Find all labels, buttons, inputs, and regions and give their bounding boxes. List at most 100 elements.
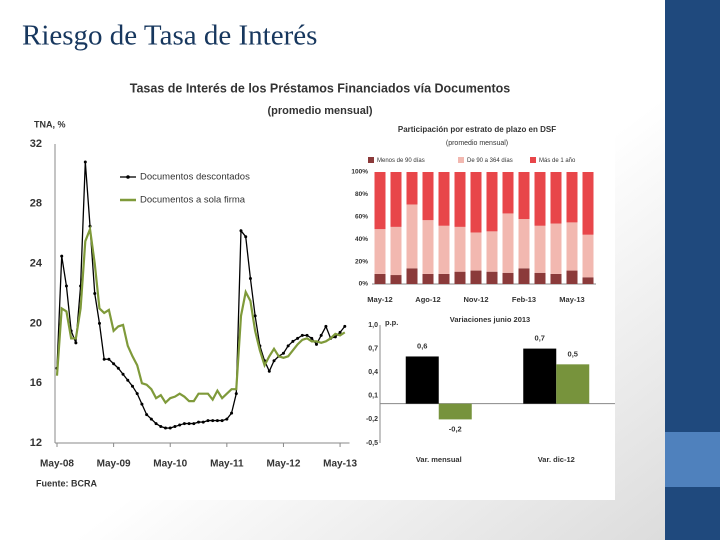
legend-swatch — [458, 157, 464, 163]
bar-segment — [518, 268, 530, 284]
marker — [300, 333, 304, 337]
x-tick-label: May-10 — [153, 459, 187, 470]
bar-segment — [534, 272, 546, 284]
x-tick-label: May-13 — [559, 295, 584, 304]
marker — [234, 392, 238, 396]
bar-segment — [518, 219, 530, 269]
marker — [130, 384, 134, 388]
value-label: 0,7 — [535, 334, 545, 343]
marker — [305, 333, 309, 337]
value-label: 0,5 — [568, 349, 578, 358]
bar-segment — [406, 268, 418, 284]
marker — [239, 229, 243, 233]
marker — [116, 366, 120, 370]
bar-segment — [438, 225, 450, 274]
marker — [102, 357, 106, 361]
bar-segment — [454, 271, 466, 284]
bar-segment — [470, 232, 482, 271]
inset-subtitle: (promedio mensual) — [446, 140, 508, 147]
bar-segment — [486, 172, 498, 232]
value-label: -0,2 — [449, 424, 462, 433]
y-tick-label: 16 — [30, 377, 42, 389]
bar-segment — [374, 172, 386, 230]
bar-segment — [406, 204, 418, 269]
marker — [272, 359, 276, 363]
bar — [523, 348, 557, 404]
marker — [187, 422, 191, 426]
marker — [145, 413, 149, 417]
marker — [244, 235, 248, 239]
marker — [107, 357, 111, 361]
marker — [267, 369, 271, 373]
marker — [178, 423, 182, 427]
marker — [154, 422, 158, 426]
bar-segment — [502, 172, 514, 214]
bar-segment — [534, 225, 546, 273]
y-tick-label: 60% — [355, 214, 368, 221]
y-tick-label: 20 — [30, 317, 42, 329]
legend-label: Más de 1 año — [539, 158, 576, 164]
marker — [201, 420, 205, 424]
legend-label: Documentos descontados — [140, 172, 250, 183]
y-axis-label: TNA, % — [34, 119, 66, 129]
slide-title: Riesgo de Tasa de Interés — [22, 20, 317, 52]
source: Fuente: BCRA — [36, 478, 97, 488]
marker — [338, 330, 342, 334]
marker — [286, 344, 290, 348]
bar-segment — [422, 273, 434, 284]
x-tick-label: Var. mensual — [416, 455, 462, 464]
bar-segment — [406, 172, 418, 205]
marker — [230, 411, 234, 415]
bar-segment — [390, 275, 402, 284]
bar-segment — [454, 226, 466, 272]
bar — [405, 356, 439, 404]
y-tick-label: 24 — [30, 258, 43, 270]
x-tick-label: May-11 — [210, 459, 244, 470]
marker — [343, 324, 347, 328]
bar-segment — [470, 172, 482, 233]
y-tick-label: -0,5 — [366, 440, 378, 447]
y-tick-label: 100% — [351, 169, 368, 176]
x-tick-label: May-08 — [40, 459, 74, 470]
x-tick-label: May-13 — [323, 459, 357, 470]
marker — [112, 362, 116, 366]
bar-segment — [534, 172, 546, 226]
legend-label: De 90 a 364 días — [467, 158, 513, 164]
bar — [438, 403, 472, 420]
bar-segment — [582, 172, 594, 235]
y-tick-label: 12 — [30, 437, 42, 449]
bar-segment — [422, 172, 434, 221]
marker — [206, 419, 210, 423]
bar-segment — [390, 226, 402, 276]
value-label: 0,6 — [417, 341, 427, 350]
marker — [159, 425, 163, 429]
marker — [140, 402, 144, 406]
marker — [149, 417, 153, 421]
bar — [556, 364, 590, 404]
marker — [192, 422, 196, 426]
chart-panel — [20, 72, 615, 500]
marker — [164, 426, 168, 430]
bar-segment — [582, 277, 594, 284]
marker — [93, 292, 97, 295]
marker — [211, 419, 215, 423]
bar-segment — [550, 172, 562, 224]
side-accent — [665, 432, 720, 487]
bar-segment — [566, 222, 578, 271]
bar-segment — [470, 270, 482, 284]
chart-subtitle: (promedio mensual) — [267, 105, 372, 117]
x-tick-label: Ago-12 — [415, 295, 440, 304]
marker — [168, 426, 172, 430]
bar-segment — [582, 234, 594, 278]
legend-label: Menos de 90 días — [377, 158, 425, 164]
legend-marker — [126, 175, 130, 179]
x-tick-label: May-09 — [97, 459, 131, 470]
legend-swatch — [368, 157, 374, 163]
marker — [225, 417, 229, 421]
marker — [281, 351, 285, 355]
y-tick-label: 0% — [359, 281, 369, 288]
y-tick-label: 80% — [355, 191, 368, 198]
legend-swatch — [530, 157, 536, 163]
marker — [248, 277, 252, 281]
bar-segment — [502, 213, 514, 273]
